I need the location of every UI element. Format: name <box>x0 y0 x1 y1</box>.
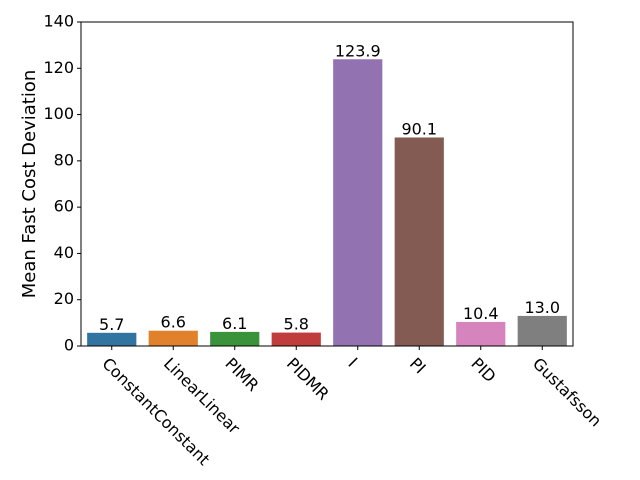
x-tick-label: ConstantConstant <box>98 354 213 469</box>
y-tick-label: 140 <box>43 12 74 31</box>
y-tick-label: 60 <box>54 197 74 216</box>
x-tick-label: Gustafsson <box>529 354 606 431</box>
data-label: 5.7 <box>99 315 124 334</box>
data-label: 6.1 <box>222 314 247 333</box>
y-axis-label: Mean Fast Cost Deviation <box>19 70 40 299</box>
x-tick-label: PIMR <box>221 354 262 395</box>
data-label: 13.0 <box>524 298 560 317</box>
bar <box>456 321 506 346</box>
y-tick-label: 120 <box>43 58 74 77</box>
bar <box>210 331 260 346</box>
y-tick-label: 80 <box>54 150 74 169</box>
x-tick-label: PIDMR <box>283 354 333 404</box>
data-label: 123.9 <box>335 41 381 60</box>
bar <box>333 59 383 346</box>
y-tick-label: 40 <box>54 243 74 262</box>
data-label: 90.1 <box>401 119 437 138</box>
plot-frame <box>80 21 574 347</box>
x-tick-label: PID <box>467 354 499 386</box>
data-label: 6.6 <box>161 313 186 332</box>
y-tick-label: 0 <box>64 336 74 355</box>
bar <box>517 315 567 346</box>
y-tick-label: 100 <box>43 104 74 123</box>
y-tick-label: 20 <box>54 289 74 308</box>
x-tick-label: PI <box>406 354 430 378</box>
bar <box>87 332 137 346</box>
bar <box>148 330 198 346</box>
x-tick-label: I <box>344 354 361 371</box>
bar <box>271 332 321 346</box>
data-label: 10.4 <box>463 304 499 323</box>
bar <box>394 137 444 346</box>
data-label: 5.8 <box>284 315 309 334</box>
